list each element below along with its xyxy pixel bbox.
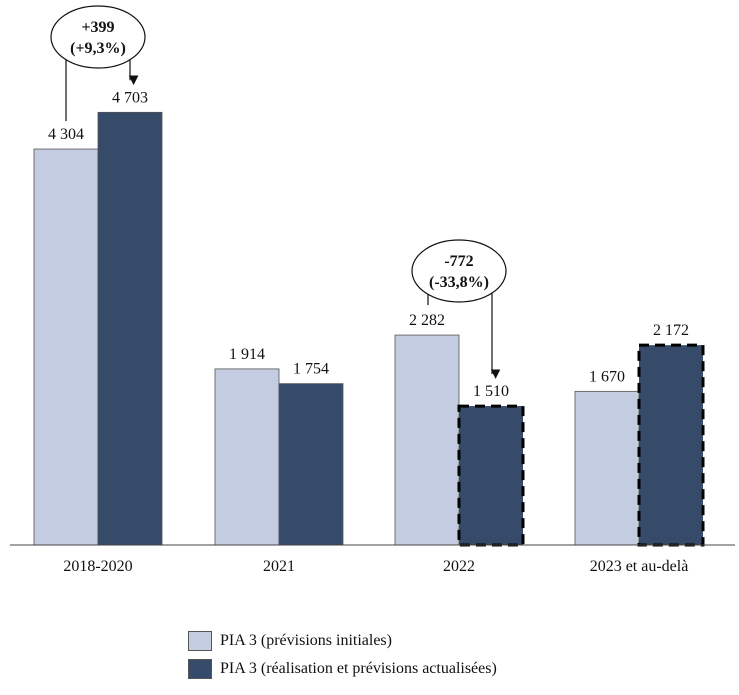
annotation-value: -772 xyxy=(444,253,473,270)
annotation-ellipse xyxy=(50,5,146,69)
legend-swatch-initial xyxy=(188,631,212,651)
bar-initial-2 xyxy=(394,334,460,546)
x-tick-label: 2022 xyxy=(443,558,475,575)
data-label: 1 670 xyxy=(589,368,625,385)
data-label: 4 703 xyxy=(112,89,148,106)
bar-chart: 4 304 1 914 2 282 1 670 4 703 1 754 1 510 2 172… xyxy=(10,5,735,575)
bar-actual-0 xyxy=(97,111,163,546)
annotation-ellipse xyxy=(411,239,507,303)
x-tick-label: 2018-2020 xyxy=(63,558,132,575)
legend-item-actual: PIA 3 (réalisation et prévisions actuali… xyxy=(188,659,497,679)
bar-initial-0 xyxy=(33,148,99,546)
data-label: 2 282 xyxy=(409,312,445,329)
bar-actual-1 xyxy=(278,383,344,546)
data-label: 1 510 xyxy=(473,383,509,400)
annotation-value: +399 xyxy=(81,19,114,36)
data-label: 1 914 xyxy=(229,346,265,363)
bar-actual-3 xyxy=(637,343,705,547)
x-tick-label: 2021 xyxy=(263,558,295,575)
bar-initial-1 xyxy=(214,368,280,546)
data-label: 2 172 xyxy=(653,322,689,339)
x-tick-label: 2023 et au-delà xyxy=(590,558,689,575)
legend-swatch-actual xyxy=(188,659,212,679)
legend-label-actual: PIA 3 (réalisation et prévisions actuali… xyxy=(220,660,497,677)
data-label: 1 754 xyxy=(293,361,329,378)
bar-actual-2 xyxy=(457,404,525,547)
data-label: 4 304 xyxy=(48,126,84,143)
bar-initial-3 xyxy=(574,390,640,546)
annotation-percent: (+9,3%) xyxy=(70,40,126,57)
legend-item-initial: PIA 3 (prévisions initiales) xyxy=(188,631,392,651)
legend-label-initial: PIA 3 (prévisions initiales) xyxy=(220,632,392,649)
annotation-percent: (-33,8%) xyxy=(429,274,489,291)
